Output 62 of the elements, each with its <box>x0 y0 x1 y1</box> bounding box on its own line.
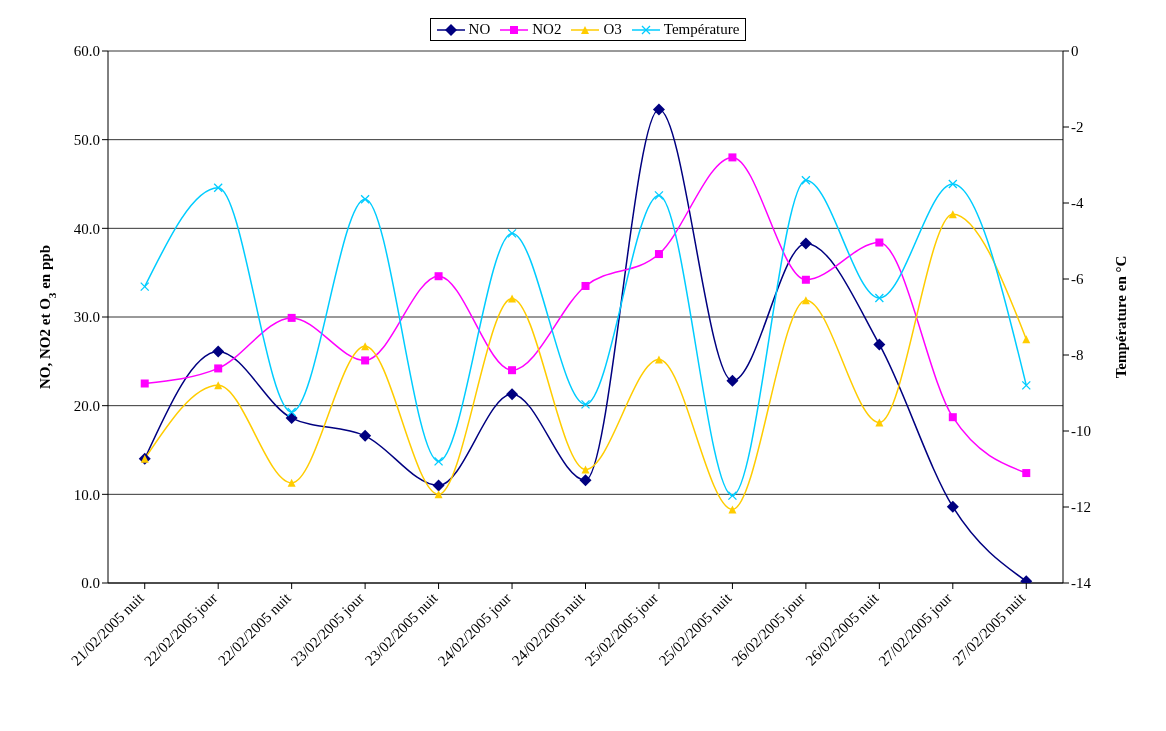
legend-label: Température <box>662 21 740 38</box>
point <box>140 379 149 388</box>
point <box>434 272 443 281</box>
y2-tick-label: -2 <box>1071 119 1084 136</box>
y2-tick-label: -12 <box>1071 499 1091 516</box>
point <box>799 237 812 250</box>
y-tick-label: 40.0 <box>73 220 100 237</box>
y2-tick-label: -14 <box>1071 575 1092 592</box>
point <box>948 413 957 422</box>
point <box>654 250 663 259</box>
point <box>213 183 223 193</box>
point <box>432 479 445 492</box>
legend-label: NO <box>467 21 491 38</box>
point <box>946 500 959 513</box>
y2-tick-label: 0 <box>1071 43 1079 60</box>
point <box>433 456 444 467</box>
point <box>801 275 810 284</box>
point <box>507 228 517 239</box>
y-tick-label: 20.0 <box>73 397 100 414</box>
legend-label: NO2 <box>531 21 562 38</box>
point <box>581 281 590 290</box>
point <box>652 103 665 116</box>
y2-tick-label: -6 <box>1071 271 1084 288</box>
point <box>727 490 738 501</box>
point <box>801 296 810 305</box>
y2-tick-label: -8 <box>1071 347 1084 364</box>
point <box>508 294 517 303</box>
point <box>359 429 372 442</box>
point <box>287 407 297 417</box>
point <box>508 366 517 375</box>
point <box>287 478 296 487</box>
point <box>728 153 737 162</box>
y2-tick-label: -10 <box>1071 423 1091 440</box>
point <box>361 356 370 365</box>
point <box>581 465 590 474</box>
point <box>285 412 298 425</box>
point <box>874 293 884 303</box>
point <box>140 281 150 292</box>
point <box>873 338 886 351</box>
point <box>1021 380 1031 391</box>
point <box>580 399 591 410</box>
legend-label: O3 <box>602 21 622 38</box>
y-tick-label: 50.0 <box>73 131 100 148</box>
point <box>287 313 296 322</box>
point <box>212 345 225 358</box>
point <box>506 388 519 401</box>
point <box>726 374 739 387</box>
point <box>948 179 958 189</box>
y-tick-label: 0.0 <box>81 575 100 592</box>
point <box>214 364 223 373</box>
point <box>654 355 663 364</box>
point <box>361 342 370 351</box>
point <box>875 418 884 427</box>
point <box>579 474 592 487</box>
y2-tick-label: -4 <box>1071 195 1084 212</box>
y-tick-label: 10.0 <box>73 486 100 503</box>
y2-axis-title: Température en °C <box>1113 255 1129 379</box>
point <box>1022 469 1031 478</box>
y-tick-label: 60.0 <box>73 43 100 60</box>
point <box>875 238 884 247</box>
y-tick-label: 30.0 <box>73 309 100 326</box>
point <box>434 490 443 499</box>
